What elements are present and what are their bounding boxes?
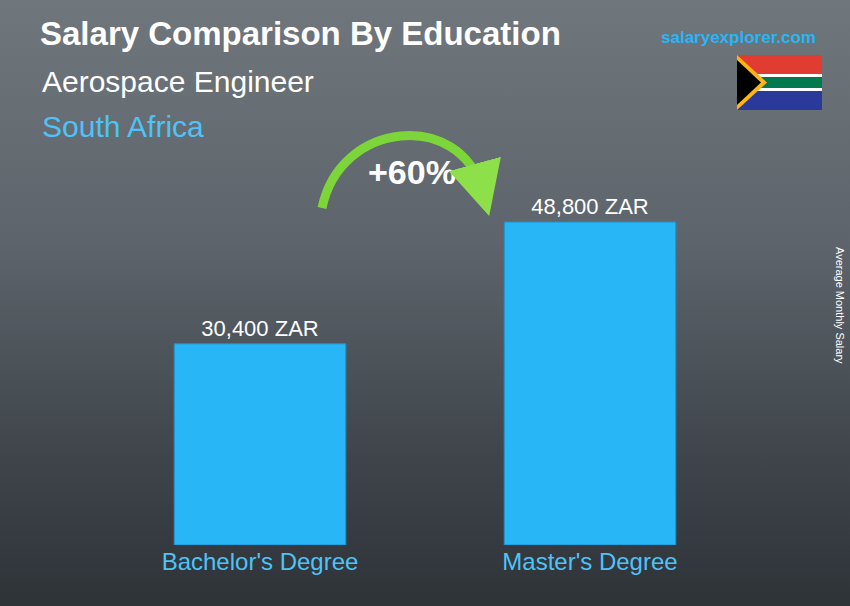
svg-text:48,800 ZAR: 48,800 ZAR bbox=[531, 194, 648, 219]
svg-text:+60%: +60% bbox=[368, 153, 456, 191]
svg-text:30,400 ZAR: 30,400 ZAR bbox=[201, 316, 318, 341]
svg-text:Average Monthly Salary: Average Monthly Salary bbox=[834, 247, 846, 364]
svg-text:Aerospace Engineer: Aerospace Engineer bbox=[42, 65, 314, 98]
svg-text:Salary Comparison By Education: Salary Comparison By Education bbox=[40, 15, 561, 52]
svg-text:Master's Degree: Master's Degree bbox=[502, 548, 677, 575]
svg-text:South Africa: South Africa bbox=[42, 110, 204, 143]
svg-text:salaryexplorer.com: salaryexplorer.com bbox=[661, 28, 816, 47]
svg-text:Bachelor's Degree: Bachelor's Degree bbox=[162, 548, 359, 575]
